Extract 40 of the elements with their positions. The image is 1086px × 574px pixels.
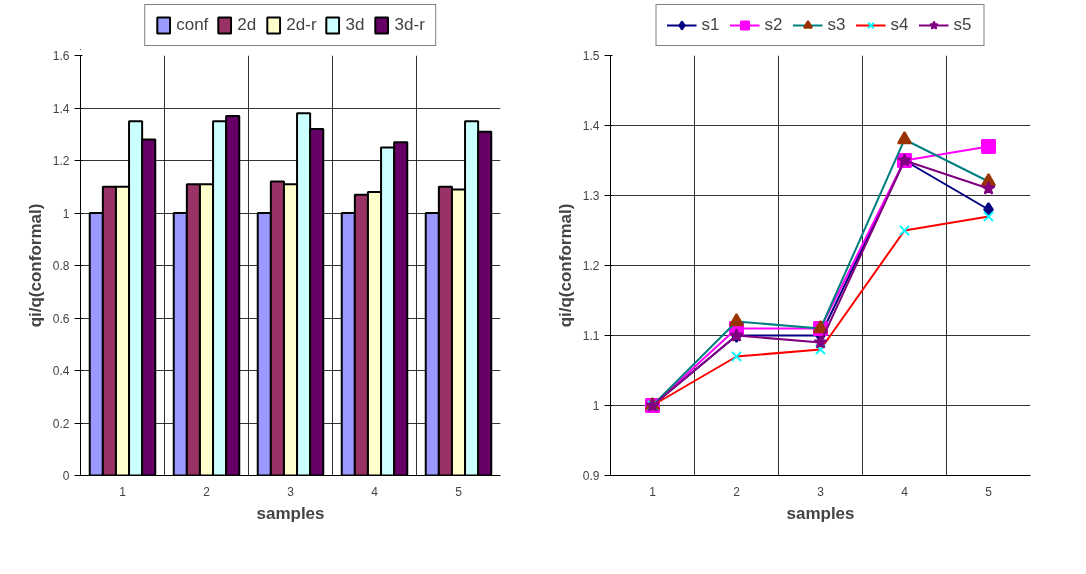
legend-label: conf bbox=[176, 15, 209, 35]
y-tick-label: 0.2 bbox=[52, 416, 70, 431]
y-axis-title: qi/q(conformal) bbox=[25, 203, 45, 328]
y-axis-title: qi/q(conformal) bbox=[555, 203, 575, 328]
x-tick-label: 3 bbox=[287, 484, 295, 499]
x-tick-label: 2 bbox=[203, 484, 211, 499]
x-tick-label: 4 bbox=[901, 484, 909, 499]
legend-label: s3 bbox=[827, 15, 847, 35]
x-tick-label: 5 bbox=[985, 484, 993, 499]
y-tick-label: 1.2 bbox=[52, 154, 70, 168]
y-tick-label: 1.6 bbox=[52, 49, 70, 63]
y-tick-label: 0 bbox=[62, 469, 70, 483]
x-tick-label: 3 bbox=[817, 484, 825, 499]
legend-label: 2d-r bbox=[286, 15, 317, 35]
y-tick-label: 1.3 bbox=[582, 189, 600, 203]
x-axis-title: samples bbox=[786, 503, 855, 523]
y-tick-label: 1 bbox=[592, 399, 600, 413]
x-axis-title: samples bbox=[256, 503, 325, 523]
x-tick-label: 5 bbox=[455, 484, 463, 499]
legend-label: 3d-r bbox=[394, 15, 425, 35]
y-tick-label: 0.6 bbox=[52, 311, 70, 326]
x-tick-label: 4 bbox=[371, 484, 379, 499]
x-tick-label: 1 bbox=[649, 484, 657, 499]
y-tick-label: 0.9 bbox=[582, 469, 600, 483]
legend-label: s4 bbox=[890, 15, 910, 35]
y-tick-label: 0.8 bbox=[52, 259, 70, 273]
y-tick-label: 1.4 bbox=[52, 101, 70, 116]
y-tick-label: 1 bbox=[62, 206, 70, 221]
x-tick-label: 2 bbox=[733, 484, 741, 499]
legend-label: s5 bbox=[953, 15, 973, 35]
y-tick-label: 1.4 bbox=[582, 119, 600, 133]
y-tick-label: 0.4 bbox=[52, 364, 70, 378]
x-tick-label: 1 bbox=[119, 484, 127, 499]
legend-label: 2d bbox=[237, 15, 258, 35]
legend-label: s2 bbox=[764, 15, 784, 35]
y-tick-label: 1.1 bbox=[582, 329, 600, 343]
y-tick-label: 1.2 bbox=[582, 259, 600, 273]
legend-label: 3d bbox=[345, 15, 366, 35]
legend-label: s1 bbox=[701, 15, 721, 35]
y-tick-label: 1.5 bbox=[582, 49, 600, 63]
